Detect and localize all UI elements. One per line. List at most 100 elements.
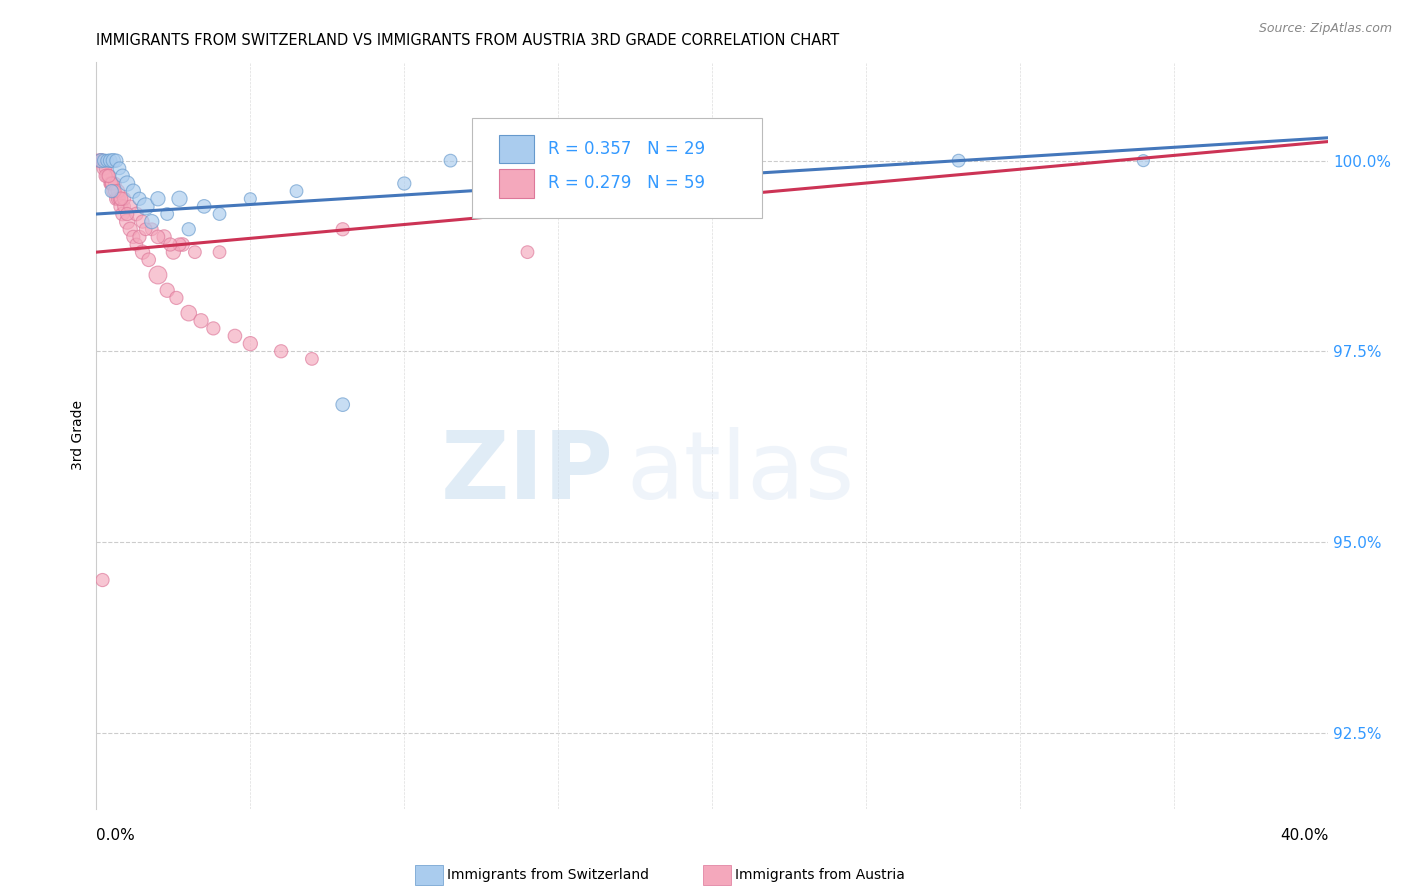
Point — [332, 398, 354, 412]
Text: R = 0.279   N = 59: R = 0.279 N = 59 — [548, 174, 706, 193]
Point — [90, 153, 112, 168]
Point — [202, 321, 225, 335]
Point — [1132, 153, 1154, 168]
FancyBboxPatch shape — [499, 169, 534, 197]
Text: 0.0%: 0.0% — [97, 828, 135, 843]
Point — [97, 169, 120, 183]
Point — [394, 177, 416, 191]
Text: Immigrants from Switzerland: Immigrants from Switzerland — [447, 868, 650, 882]
Point — [120, 199, 142, 213]
Text: IMMIGRANTS FROM SWITZERLAND VS IMMIGRANTS FROM AUSTRIA 3RD GRADE CORRELATION CHA: IMMIGRANTS FROM SWITZERLAND VS IMMIGRANT… — [97, 33, 839, 48]
Text: Source: ZipAtlas.com: Source: ZipAtlas.com — [1258, 22, 1392, 36]
Point — [948, 153, 970, 168]
Point — [208, 245, 231, 260]
Text: ZIP: ZIP — [441, 426, 613, 518]
Point — [702, 153, 724, 168]
Point — [93, 153, 115, 168]
Point — [125, 237, 148, 252]
Point — [128, 192, 150, 206]
Point — [100, 177, 122, 191]
Point — [107, 184, 129, 198]
FancyBboxPatch shape — [472, 118, 762, 219]
Point — [103, 184, 125, 198]
Point — [153, 230, 176, 244]
Point — [100, 184, 122, 198]
Text: Immigrants from Austria: Immigrants from Austria — [735, 868, 905, 882]
Point — [193, 199, 215, 213]
Point — [111, 169, 134, 183]
Y-axis label: 3rd Grade: 3rd Grade — [72, 401, 86, 470]
Point — [98, 177, 121, 191]
Point — [131, 245, 153, 260]
Point — [165, 291, 187, 305]
Point — [138, 252, 160, 267]
Point — [547, 169, 569, 183]
Point — [177, 306, 200, 320]
Point — [439, 153, 461, 168]
Point — [94, 161, 117, 176]
Point — [146, 192, 169, 206]
Point — [146, 230, 169, 244]
Point — [177, 222, 200, 236]
Point — [122, 230, 145, 244]
Point — [120, 222, 142, 236]
Point — [190, 314, 212, 328]
Point — [141, 222, 163, 236]
Point — [108, 192, 131, 206]
Point — [89, 153, 111, 168]
Point — [94, 169, 117, 183]
Point — [110, 192, 132, 206]
Point — [131, 214, 153, 228]
Point — [115, 207, 138, 221]
FancyBboxPatch shape — [499, 135, 534, 163]
Point — [162, 245, 184, 260]
Point — [285, 184, 308, 198]
Point — [111, 207, 134, 221]
Point — [97, 169, 120, 183]
Point — [270, 344, 292, 359]
Point — [104, 177, 127, 191]
Point — [184, 245, 207, 260]
Point — [115, 214, 138, 228]
Point — [332, 222, 354, 236]
Point — [135, 222, 157, 236]
Point — [141, 214, 163, 228]
Point — [169, 192, 191, 206]
Point — [239, 336, 262, 351]
Point — [91, 153, 114, 168]
Point — [87, 153, 110, 168]
Point — [90, 153, 112, 168]
Point — [96, 169, 118, 183]
Point — [107, 192, 129, 206]
Point — [172, 237, 194, 252]
Point — [110, 199, 132, 213]
Point — [100, 177, 122, 191]
Point — [96, 153, 118, 168]
Point — [122, 184, 145, 198]
Point — [159, 237, 181, 252]
Point — [208, 207, 231, 221]
Point — [156, 283, 179, 297]
Point — [104, 184, 127, 198]
Text: 40.0%: 40.0% — [1279, 828, 1329, 843]
Point — [156, 207, 179, 221]
Point — [103, 153, 125, 168]
Point — [115, 177, 138, 191]
Point — [146, 268, 169, 282]
Point — [135, 199, 157, 213]
Point — [108, 161, 131, 176]
Point — [91, 573, 114, 587]
Text: R = 0.357   N = 29: R = 0.357 N = 29 — [548, 140, 706, 158]
Point — [224, 329, 246, 343]
Point — [93, 161, 115, 176]
Point — [125, 207, 148, 221]
Point — [105, 192, 128, 206]
Point — [105, 153, 128, 168]
Point — [128, 230, 150, 244]
Text: atlas: atlas — [626, 426, 855, 518]
Point — [301, 351, 323, 366]
Point — [239, 192, 262, 206]
Point — [516, 245, 538, 260]
Point — [112, 199, 135, 213]
Point — [112, 192, 135, 206]
